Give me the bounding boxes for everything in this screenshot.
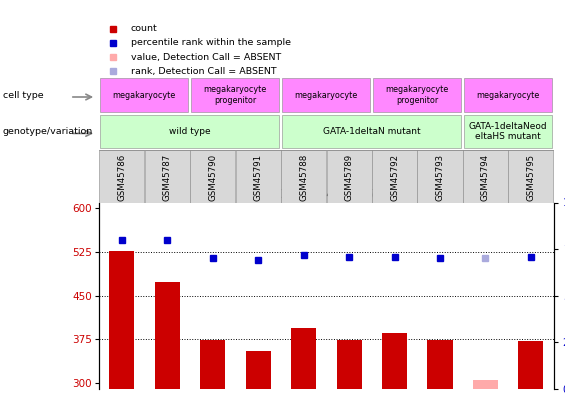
Text: cell type: cell type [3,91,44,100]
Text: megakaryocyte: megakaryocyte [113,91,176,100]
Text: GSM45786: GSM45786 [117,154,126,201]
Title: GDS1316 / 1440167_s_at: GDS1316 / 1440167_s_at [242,187,410,200]
Bar [190,150,235,202]
Bar [100,79,189,112]
Bar [428,340,453,389]
Bar [200,340,225,389]
Text: GSM45794: GSM45794 [481,154,490,201]
Bar [372,150,417,202]
Text: GATA-1deltaNeod
eltaHS mutant: GATA-1deltaNeod eltaHS mutant [469,122,547,141]
Text: megakaryocyte: megakaryocyte [295,91,358,100]
Bar [145,150,190,202]
Bar [327,150,372,202]
Bar [291,328,316,389]
Bar [464,115,553,148]
Text: megakaryocyte: megakaryocyte [477,91,540,100]
Text: count: count [131,24,158,33]
Text: GSM45790: GSM45790 [208,154,217,201]
Bar [373,79,462,112]
Bar [337,340,362,389]
Text: megakaryocyte
progenitor: megakaryocyte progenitor [386,85,449,105]
Bar [464,79,553,112]
Bar [473,380,498,389]
Bar [191,79,280,112]
Text: value, Detection Call = ABSENT: value, Detection Call = ABSENT [131,53,281,62]
Text: megakaryocyte
progenitor: megakaryocyte progenitor [204,85,267,105]
Bar [236,150,281,202]
Bar [519,341,544,389]
Bar [109,251,134,389]
Text: wild type: wild type [169,127,211,136]
Text: genotype/variation: genotype/variation [3,127,93,136]
Text: GSM45793: GSM45793 [436,154,445,201]
Text: GSM45795: GSM45795 [527,154,536,201]
Text: GSM45789: GSM45789 [345,154,354,201]
Text: GSM45787: GSM45787 [163,154,172,201]
Bar [418,150,463,202]
Bar [246,351,271,389]
Bar [282,79,371,112]
Text: GSM45791: GSM45791 [254,154,263,201]
Bar [155,282,180,389]
Bar [508,150,554,202]
Bar [100,115,280,148]
Text: rank, Detection Call = ABSENT: rank, Detection Call = ABSENT [131,67,276,76]
Bar [463,150,508,202]
Text: percentile rank within the sample: percentile rank within the sample [131,38,291,47]
Bar [382,333,407,389]
Bar [99,150,144,202]
Text: GATA-1deltaN mutant: GATA-1deltaN mutant [323,127,420,136]
Bar [281,150,326,202]
Text: GSM45788: GSM45788 [299,154,308,201]
Bar [282,115,462,148]
Text: GSM45792: GSM45792 [390,154,399,201]
